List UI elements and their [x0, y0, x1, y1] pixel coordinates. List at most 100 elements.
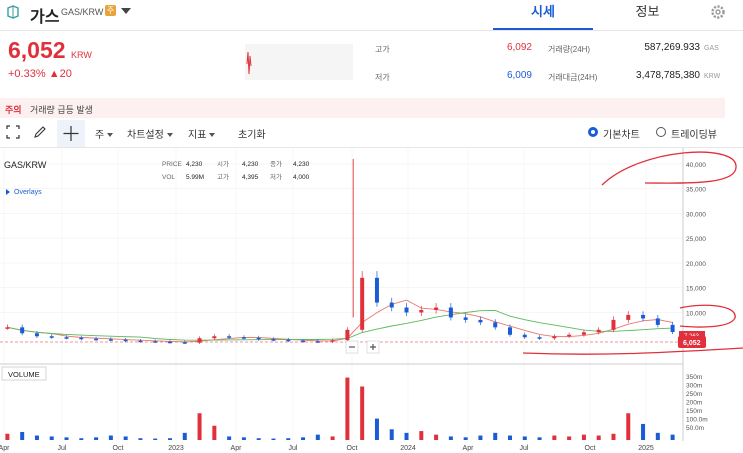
chevron-down-icon [166, 133, 173, 138]
candle-body [182, 342, 187, 344]
tradingview-radio[interactable] [656, 127, 666, 137]
candle-body [286, 339, 291, 342]
info-low-label: 저가 [270, 172, 282, 181]
low-label: 저가 [375, 73, 390, 82]
chart-grid [0, 148, 683, 441]
basic-chart-label[interactable]: 기본차트 [603, 130, 640, 141]
info-vol-value: 5.99M [186, 174, 204, 181]
x-tick-label: Oct [585, 445, 596, 452]
volume-bar [374, 418, 379, 440]
volume-bar [271, 438, 276, 440]
volume-bar [345, 377, 350, 440]
volume-bar [212, 425, 217, 440]
chart-settings-label: 차트설정 [127, 130, 164, 141]
volume-bar [581, 434, 586, 440]
x-tick-label: 2024 [400, 445, 416, 452]
reset-button[interactable]: 초기화 [238, 130, 266, 141]
volume-bar [478, 435, 483, 440]
price-chart[interactable]: 40,000 35,000 30,000 25,000 20,000 15,000 10,0… [0, 148, 743, 453]
x-tick-label: Oct [347, 445, 358, 452]
basic-chart-radio[interactable] [588, 127, 598, 137]
coin-name: 가스 [30, 9, 60, 26]
volume-bar [493, 432, 498, 440]
candle-body [5, 327, 10, 329]
gear-icon[interactable] [709, 3, 727, 21]
candle-body [434, 307, 439, 310]
chevron-down-icon [209, 133, 216, 138]
candle-body [79, 337, 84, 340]
y-tick-label: 35,000 [686, 187, 706, 194]
fullscreen-icon[interactable] [6, 125, 20, 139]
volume-bar [168, 438, 172, 440]
annotation-circle-top [601, 151, 737, 186]
info-open-label: 시가 [217, 159, 229, 168]
period-dropdown[interactable]: 주 [95, 126, 114, 141]
chevron-down-icon [107, 133, 114, 138]
volume-bar [315, 434, 320, 440]
volume-bar [5, 433, 10, 440]
volume-bar [286, 438, 291, 440]
candle-body [389, 302, 394, 308]
candle-body [271, 339, 276, 341]
volume-bar [34, 435, 39, 440]
candle-body [552, 336, 557, 339]
x-tick-label: Oct [113, 445, 124, 452]
indicator-dropdown[interactable]: 지표 [188, 126, 216, 141]
volume-bar [626, 413, 631, 440]
volume-bar [655, 432, 660, 440]
prev-price-tag-bg [679, 331, 705, 340]
volume-bar [256, 438, 261, 440]
overlays-toggle-icon[interactable] [6, 189, 10, 195]
tab-info[interactable]: 정보 [635, 4, 660, 19]
candle-body [655, 318, 660, 325]
change-arrow-icon: ▲ [48, 68, 60, 80]
volume-bar [389, 429, 394, 440]
moving-average-lines [7, 299, 673, 343]
x-tick-label: Jul [289, 445, 298, 452]
volume-bar [227, 436, 232, 440]
volume-bar [182, 432, 187, 440]
volume-bar [360, 386, 365, 440]
volume-tick-label: 100.0m [686, 417, 708, 424]
notice-tag: 주의 [5, 105, 22, 115]
volume-bar [301, 437, 306, 440]
notice-text: 거래량 급등 발생 [30, 105, 93, 115]
volume-bar [330, 436, 335, 440]
volume-bar [611, 433, 616, 440]
candle-body [463, 317, 468, 320]
info-high-value: 4,395 [242, 174, 259, 181]
volume-bar [522, 436, 527, 440]
info-high-label: 고가 [217, 172, 229, 181]
volume-bar [404, 432, 409, 440]
x-axis-ticks: Apr Jul Oct 2023 Apr Jul Oct 2024 Apr Jul Oct 2025 [0, 445, 654, 452]
candle-body [330, 340, 335, 342]
candle-body [596, 329, 601, 333]
candle-body [138, 340, 143, 343]
y-tick-label: 30,000 [686, 211, 706, 218]
coin-dropdown-icon[interactable] [121, 8, 131, 14]
tab-quote[interactable]: 시세 [493, 0, 593, 30]
candle-body [241, 337, 246, 339]
volume-label: 거래량(24H) [548, 45, 591, 54]
notice-banner [0, 98, 725, 118]
x-tick-label: 2025 [638, 445, 654, 452]
pencil-icon[interactable] [33, 125, 47, 139]
x-tick-label: Apr [0, 445, 10, 452]
candle-body [212, 336, 217, 339]
overlays-label[interactable]: Overlays [14, 189, 42, 196]
volume-bar [419, 431, 424, 440]
candle-body [345, 329, 350, 341]
candle-body [404, 307, 409, 313]
volume-tick-label: 300m [686, 383, 702, 390]
volume-label-box [1, 366, 47, 381]
volume-bar [197, 413, 202, 440]
volume-bar [448, 436, 453, 440]
candle-body [227, 336, 232, 338]
volume-bar [138, 438, 143, 440]
tradingview-label[interactable]: 트레이딩뷰 [671, 130, 717, 141]
volume-bar [64, 437, 69, 440]
chart-settings-dropdown[interactable]: 차트설정 [127, 126, 173, 141]
x-tick-label: Apr [231, 445, 243, 452]
crosshair-button[interactable] [57, 120, 85, 147]
coin-pair: GAS/KRW [61, 7, 104, 17]
